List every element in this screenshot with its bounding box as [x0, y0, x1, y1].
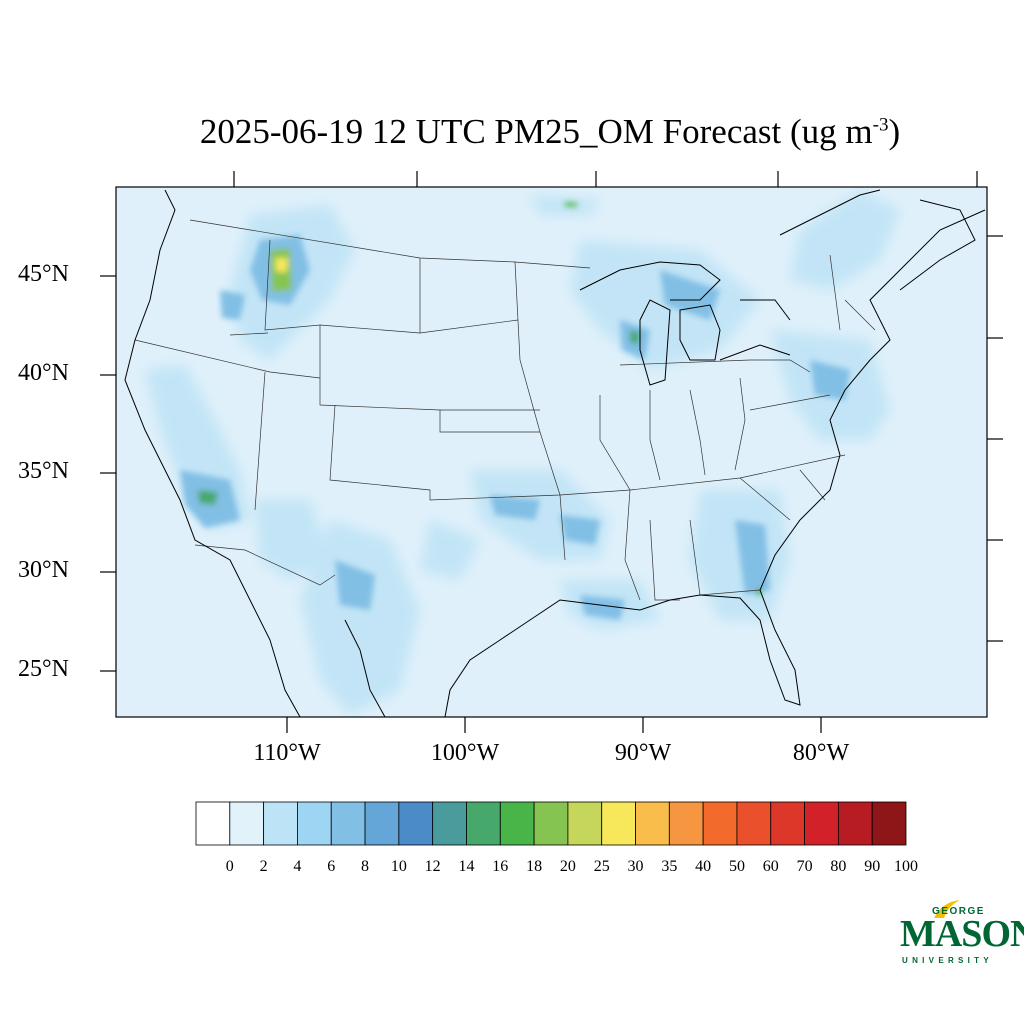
- colorbar-swatch: [364, 801, 400, 846]
- title-main: 2025-06-19 12 UTC PM25_OM Forecast (ug m: [199, 112, 873, 151]
- colorbar-swatch: [736, 801, 772, 846]
- colorbar-tick-label: 70: [796, 858, 813, 875]
- colorbar-swatch: [871, 801, 907, 846]
- flame-icon: [934, 900, 960, 918]
- colorbar-tick-label: 35: [661, 858, 678, 875]
- colorbar-swatch: [229, 801, 265, 846]
- colorbar-tick-label: 80: [830, 858, 847, 875]
- lat-label-40n: 40°N: [18, 360, 69, 386]
- colorbar-swatch: [195, 801, 231, 846]
- lat-label-35n: 35°N: [18, 458, 69, 484]
- colorbar-swatch: [466, 801, 501, 846]
- colorbar-swatch: [567, 801, 603, 846]
- colorbar-swatch: [499, 801, 535, 846]
- colorbar-swatch: [837, 801, 873, 846]
- map-border: [115, 186, 988, 718]
- colorbar-tick-label: 2: [259, 858, 268, 875]
- colorbar-tick-label: 30: [627, 858, 644, 875]
- state-boundaries: [134, 219, 876, 601]
- colorbar-tick-label: 50: [728, 858, 745, 875]
- colorbar-swatch: [330, 801, 366, 846]
- map-ticks: [100, 171, 1003, 733]
- colorbar-tick-label: 6: [327, 858, 336, 875]
- lon-label-110w: 110°W: [253, 740, 321, 766]
- colorbar-swatch: [297, 801, 332, 846]
- lat-label-30n: 30°N: [18, 557, 69, 583]
- colorbar-swatch: [635, 801, 670, 846]
- colorbar-tick-label: 14: [458, 858, 475, 875]
- colorbar-tick-label: 25: [593, 858, 610, 875]
- colorbar-tick-label: 18: [526, 858, 543, 875]
- colorbar-tick-label: 90: [864, 858, 881, 875]
- university-logo: GEORGE MASON UNIVERSITY: [898, 898, 1024, 973]
- logo-george: GEORGE: [932, 906, 985, 917]
- colorbar-swatch: [432, 801, 467, 846]
- colorbar-tick-label: 10: [390, 858, 407, 875]
- colorbar-tick-label: 8: [361, 858, 370, 875]
- colorbar-swatch: [668, 801, 704, 846]
- lon-label-80w: 80°W: [792, 740, 850, 766]
- title-close: ): [888, 112, 901, 151]
- colorbar-tick-label: 16: [492, 858, 509, 875]
- lon-label-100w: 100°W: [430, 740, 500, 766]
- coastlines: [124, 189, 986, 717]
- colorbar-tick-label: 0: [225, 858, 234, 875]
- colorbar-tick-label: 12: [424, 858, 441, 875]
- map-title: 2025-06-19 12 UTC PM25_OM Forecast (ug m…: [0, 112, 1024, 152]
- colorbar-swatch: [601, 801, 636, 846]
- lon-label-90w: 90°W: [614, 740, 672, 766]
- lat-label-25n: 25°N: [18, 656, 69, 682]
- colorbar-tick-label: 20: [559, 858, 576, 875]
- colorbar-tick-label: 60: [762, 858, 779, 875]
- logo-university: UNIVERSITY: [902, 956, 994, 965]
- concentration-field: [124, 189, 986, 717]
- colorbar-swatch: [263, 801, 298, 846]
- colorbar-tick-label: 4: [293, 858, 302, 875]
- lat-label-45n: 45°N: [18, 261, 69, 287]
- colorbar-tick-label: 40: [695, 858, 712, 875]
- colorbar-tick-label: 100: [894, 858, 918, 875]
- colorbar-swatch: [804, 801, 839, 846]
- title-superscript: -3: [872, 114, 889, 136]
- colorbar-swatch: [398, 801, 434, 846]
- colorbar-swatch: [770, 801, 805, 846]
- colorbar-swatch: [702, 801, 738, 846]
- colorbar-swatch: [533, 801, 569, 846]
- logo-mason: MASON: [900, 913, 1024, 955]
